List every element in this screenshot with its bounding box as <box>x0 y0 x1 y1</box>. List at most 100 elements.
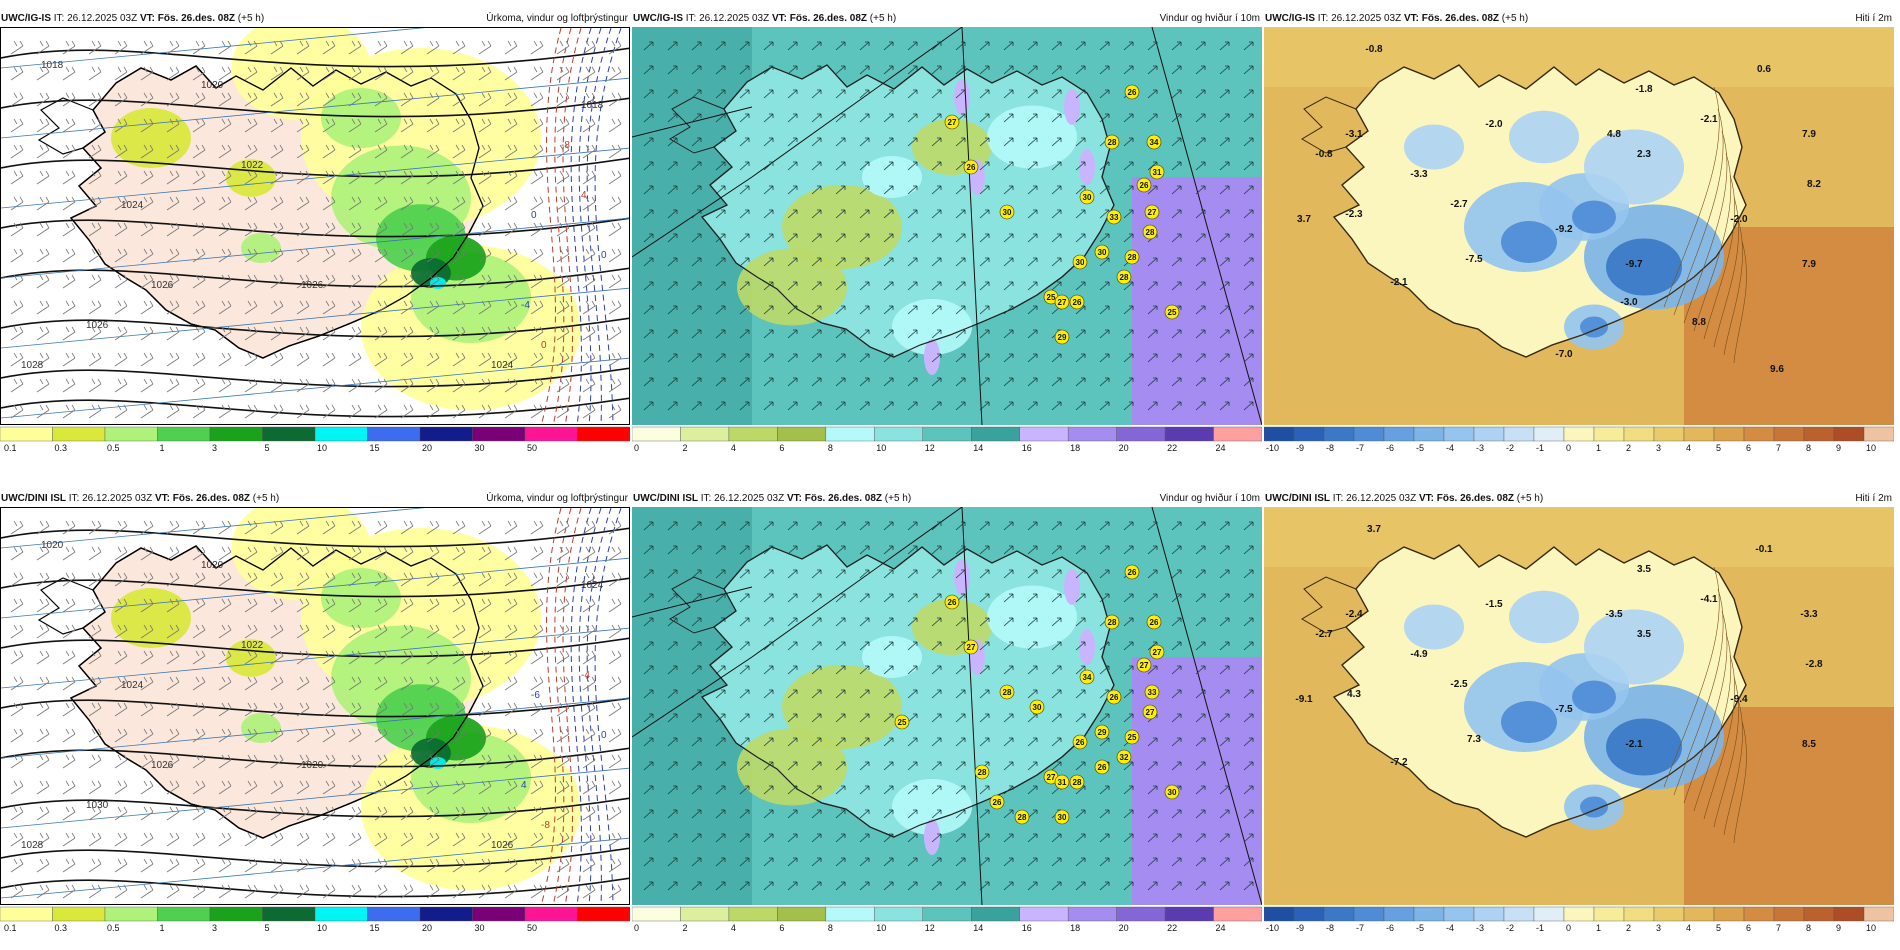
wind-arrow <box>931 881 942 891</box>
wind-barb <box>608 728 622 743</box>
colorbar-swatch <box>728 426 778 442</box>
coastline <box>1301 576 1357 634</box>
wind-arrow <box>787 665 798 675</box>
wind-barb <box>608 404 622 419</box>
wind-barb <box>140 248 154 263</box>
wind-arrow <box>1195 257 1206 267</box>
wind-arrow <box>1099 809 1110 819</box>
gust-bubble <box>894 714 910 730</box>
colorbar-tick-label: 4 <box>731 923 736 933</box>
wind-arrow <box>1123 209 1134 219</box>
wind-area <box>782 665 902 749</box>
panel-title: Úrkoma, vindur og loftþrýstingur <box>486 493 628 504</box>
wind-arrow <box>835 185 846 195</box>
wind-barb <box>348 222 362 237</box>
wind-barb <box>296 624 310 639</box>
colorbar-swatch <box>1683 906 1715 922</box>
wind-arrow <box>643 353 654 363</box>
wind-barb <box>478 378 492 393</box>
wind-arrow <box>643 737 654 747</box>
wind-barb <box>244 274 258 289</box>
gust-bubble <box>1079 189 1095 205</box>
wind-barb <box>322 650 336 665</box>
isotherm-label: -8 <box>561 140 570 151</box>
wind-arrow <box>1027 617 1038 627</box>
wind-arrow <box>883 353 894 363</box>
temperature-value: -7.5 <box>1555 704 1573 715</box>
precip-area <box>241 233 281 263</box>
wind-barb <box>504 832 518 847</box>
wind-barb <box>582 118 596 133</box>
wind-barb <box>322 222 336 237</box>
precip-map[interactable]: 1018 1020 1022 1024 1026 1028 1026 1024 1018 1026… <box>0 27 630 425</box>
wind-barb <box>36 572 50 587</box>
wind-map[interactable]: 26 27 26 28 34 31 30 30 26 27 33 30 28 28 30 28 26 25 27 29… <box>632 27 1262 425</box>
wind-arrow <box>787 713 798 723</box>
wind-arrow <box>787 737 798 747</box>
wind-arrow <box>1171 521 1182 531</box>
wind-arrow <box>1171 209 1182 219</box>
precip-map[interactable]: 1020 1020 1022 1024 1026 1028 1030 1026 1024 1020… <box>0 507 630 905</box>
wind-arrow <box>811 785 822 795</box>
wind-barb <box>374 780 388 795</box>
wind-barb <box>530 66 544 81</box>
wind-barb <box>270 196 284 211</box>
wind-barb <box>608 806 622 821</box>
wind-arrow <box>859 737 870 747</box>
wind-barb <box>608 326 622 341</box>
wind-arrow <box>787 233 798 243</box>
wind-arrow <box>1099 65 1110 75</box>
wind-arrow <box>1171 377 1182 387</box>
wind-arrow <box>643 713 654 723</box>
gust-bubble <box>1142 704 1158 720</box>
wind-barb <box>556 378 570 393</box>
wind-barb <box>374 248 388 263</box>
wind-barb <box>348 858 362 873</box>
wind-colorbar: 0 2 4 6 8 10 12 14 16 18 20 22 24 <box>632 905 1262 933</box>
gust-value: 28 <box>1146 228 1155 237</box>
wind-barb <box>426 806 440 821</box>
wind-arrow <box>715 857 726 867</box>
wind-arrow <box>763 209 774 219</box>
wind-arrow <box>1075 233 1086 243</box>
wind-arrow <box>835 89 846 99</box>
wind-arrow <box>739 65 750 75</box>
gust-bubble <box>1136 657 1152 673</box>
valid-time-label: VT: <box>786 493 802 504</box>
wind-arrow <box>979 161 990 171</box>
gust-value: 30 <box>1076 258 1085 267</box>
wind-arrow <box>691 833 702 843</box>
panel-title: Úrkoma, vindur og loftþrýstingur <box>486 13 628 24</box>
wind-arrow <box>859 761 870 771</box>
wind-barb <box>556 832 570 847</box>
wind-arrow <box>859 353 870 363</box>
wind-barb <box>452 520 466 535</box>
wind-arrow <box>787 521 798 531</box>
isobar-label: 1026 <box>151 280 174 291</box>
wind-arrow <box>931 521 942 531</box>
wind-barb <box>88 92 102 107</box>
wind-barb <box>374 806 388 821</box>
wind-barb <box>374 546 388 561</box>
wind-barb <box>452 702 466 717</box>
wind-barb <box>400 676 414 691</box>
wind-barb <box>530 248 544 263</box>
wind-arrow <box>1171 89 1182 99</box>
wind-arrow <box>931 113 942 123</box>
wind-barb <box>322 572 336 587</box>
wind-arrow <box>691 521 702 531</box>
wind-arrow <box>859 521 870 531</box>
wind-barb <box>608 92 622 107</box>
wind-arrow <box>1123 665 1134 675</box>
contour-line <box>1663 566 1720 788</box>
wind-arrow <box>715 401 726 411</box>
wind-barb <box>556 326 570 341</box>
temp-map[interactable]: -0.8 0.6 -1.8 -2.1 -3.1 -2.0 4.8 -0.8 2.3 7.9 -3.3… <box>1264 27 1894 425</box>
wind-barb <box>270 40 284 55</box>
colorbar-swatch <box>209 906 263 922</box>
gust-bubble <box>1164 304 1180 320</box>
temp-map[interactable]: 3.7 -0.1 3.5 -4.1 -2.4 -1.5 -3.5 -2.7 3.5 -3.3 -4.… <box>1264 507 1894 905</box>
model-name: UWC/DINI ISL <box>1265 493 1330 504</box>
wind-barb <box>426 858 440 873</box>
wind-map[interactable]: 26 26 27 28 26 27 28 34 27 33 26 29 25 27 26 32 28 27 31 30… <box>632 507 1262 905</box>
